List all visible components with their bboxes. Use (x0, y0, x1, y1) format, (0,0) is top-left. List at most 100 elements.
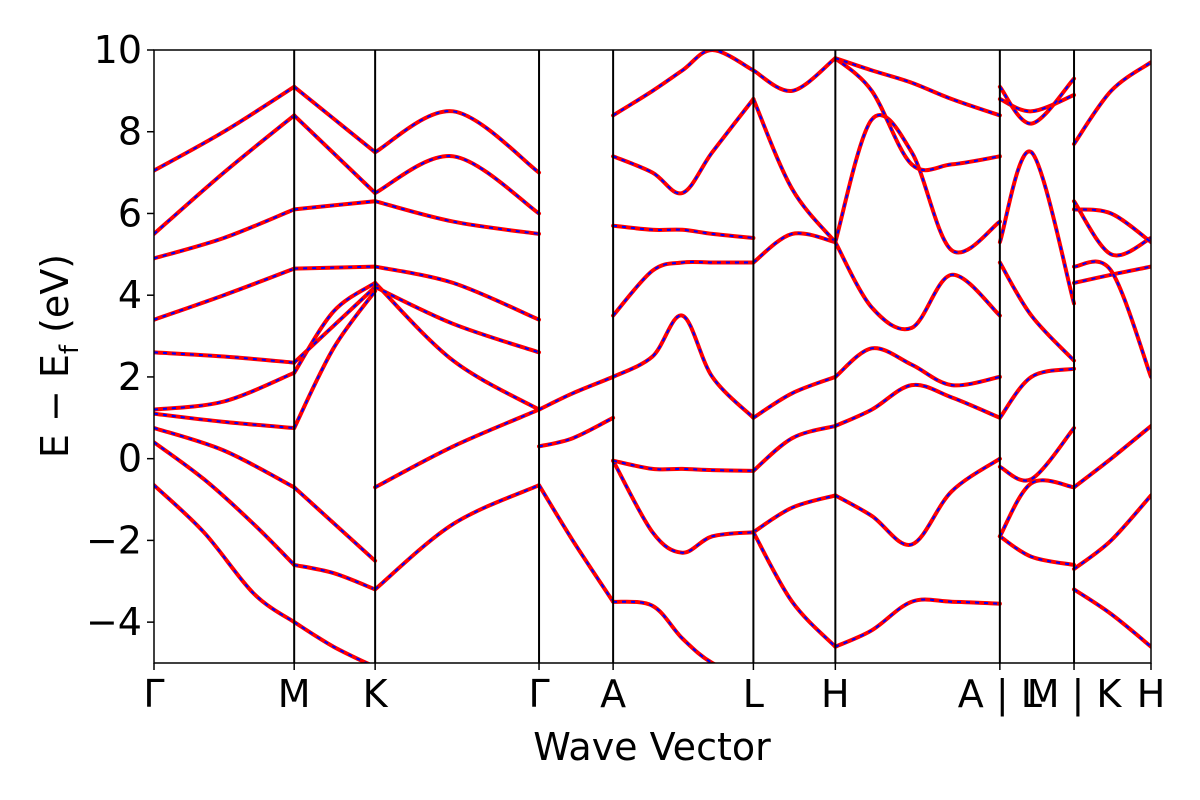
band-line-dashed (752, 494, 836, 534)
band-line (611, 458, 756, 555)
x-tick-label: Γ (143, 672, 164, 716)
band-line (292, 84, 378, 155)
band-line-dashed (834, 598, 1000, 648)
band-line-solid (611, 599, 717, 663)
band-line-dashed (374, 286, 540, 354)
band-line-solid (833, 113, 1002, 255)
band-line-dashed (374, 110, 540, 174)
x-tick-label: M (278, 672, 311, 716)
band-line-dashed (1073, 260, 1151, 378)
band-line-solid (997, 534, 1076, 567)
band-line-dashed (1073, 208, 1151, 243)
band-line (292, 113, 378, 195)
y-axis-label-minus: − (33, 378, 77, 434)
band-line-solid (373, 154, 541, 216)
band-line-dashed (752, 57, 836, 92)
band-line-solid (751, 374, 838, 420)
y-axis-label-e: E (33, 434, 77, 458)
band-line (833, 456, 1002, 547)
band-line (751, 231, 838, 265)
y-axis-label: E − Ef (eV) (33, 254, 85, 458)
band-line-solid (833, 56, 1002, 173)
band-line (1072, 264, 1151, 285)
band-line-dashed (612, 98, 755, 195)
band-line-solid (611, 458, 756, 555)
band-line (997, 366, 1076, 420)
band-line (997, 478, 1076, 539)
band-line-solid (751, 97, 838, 245)
band-line (292, 199, 378, 212)
band-line-dashed (834, 383, 1001, 427)
band-line-solid (537, 415, 616, 449)
band-line-dashed (834, 457, 1001, 546)
band-line-dashed (154, 441, 295, 566)
band-line (611, 97, 756, 196)
band-line-dashed (834, 241, 1001, 331)
band-line-dashed (293, 486, 376, 562)
kpath-separators (293, 50, 1076, 663)
band-line-solid (997, 76, 1076, 126)
band-line-dashed (1073, 425, 1151, 489)
y-axis-label-unit: (eV) (33, 254, 77, 345)
band-line (751, 56, 838, 93)
x-tick-label: A | L (958, 672, 1042, 717)
band-line-dashed (1073, 494, 1151, 570)
band-line-solid (751, 530, 838, 649)
band-line-dashed (154, 85, 295, 172)
band-line (373, 154, 541, 216)
band-line-solid (373, 285, 541, 355)
y-tick-label: 8 (118, 110, 142, 154)
band-line-dashed (752, 232, 836, 264)
band-line (833, 240, 1002, 332)
band-line (154, 483, 297, 625)
band-line (751, 374, 838, 420)
band-line (154, 207, 297, 261)
band-line (1072, 199, 1151, 258)
y-axis-label-e2: E (33, 354, 77, 378)
band-line-solid (1072, 60, 1151, 146)
band-line (373, 483, 541, 592)
band-line-dashed (374, 282, 540, 411)
band-line-dashed (293, 114, 376, 194)
band-line (1072, 259, 1151, 379)
band-line (1072, 493, 1151, 571)
band-line (611, 599, 717, 663)
band-line (154, 370, 297, 412)
band-line-dashed (538, 484, 614, 603)
band-line-dashed (612, 260, 754, 317)
band-line-dashed (612, 600, 715, 663)
band-line (154, 411, 297, 430)
band-line (373, 280, 541, 412)
band-line-solid (997, 93, 1076, 114)
band-line-dashed (999, 427, 1075, 482)
band-line-solid (751, 424, 838, 473)
band-line-dashed (374, 484, 540, 591)
band-line (1072, 587, 1151, 649)
band-line-dashed (154, 484, 295, 623)
band-line-dashed (612, 224, 754, 239)
band-line-solid (751, 493, 838, 535)
band-line (373, 199, 541, 236)
x-tick-label: H (821, 672, 850, 716)
band-line-dashed (1073, 588, 1151, 648)
band-line-solid (833, 56, 1002, 118)
band-line (997, 149, 1076, 306)
band-line-dashed (834, 347, 1001, 387)
band-line (1072, 60, 1151, 146)
band-line-dashed (1073, 200, 1151, 257)
band-line-dashed (154, 208, 295, 260)
band-line (833, 597, 1002, 649)
band-line (373, 407, 541, 490)
band-line-solid (292, 620, 372, 663)
band-line-solid (611, 259, 756, 318)
band-line-solid (833, 240, 1002, 332)
band-line-solid (292, 562, 378, 592)
band-line (537, 415, 616, 449)
band-line-solid (997, 260, 1076, 363)
y-tick-label: −2 (86, 518, 142, 562)
band-line (292, 562, 378, 592)
band-line (373, 285, 541, 355)
band-line-dashed (374, 200, 540, 235)
y-tick-label: 0 (118, 437, 142, 481)
